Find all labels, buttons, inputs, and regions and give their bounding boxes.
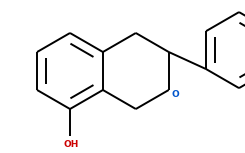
Text: O: O	[172, 90, 180, 99]
Text: OH: OH	[63, 140, 79, 149]
